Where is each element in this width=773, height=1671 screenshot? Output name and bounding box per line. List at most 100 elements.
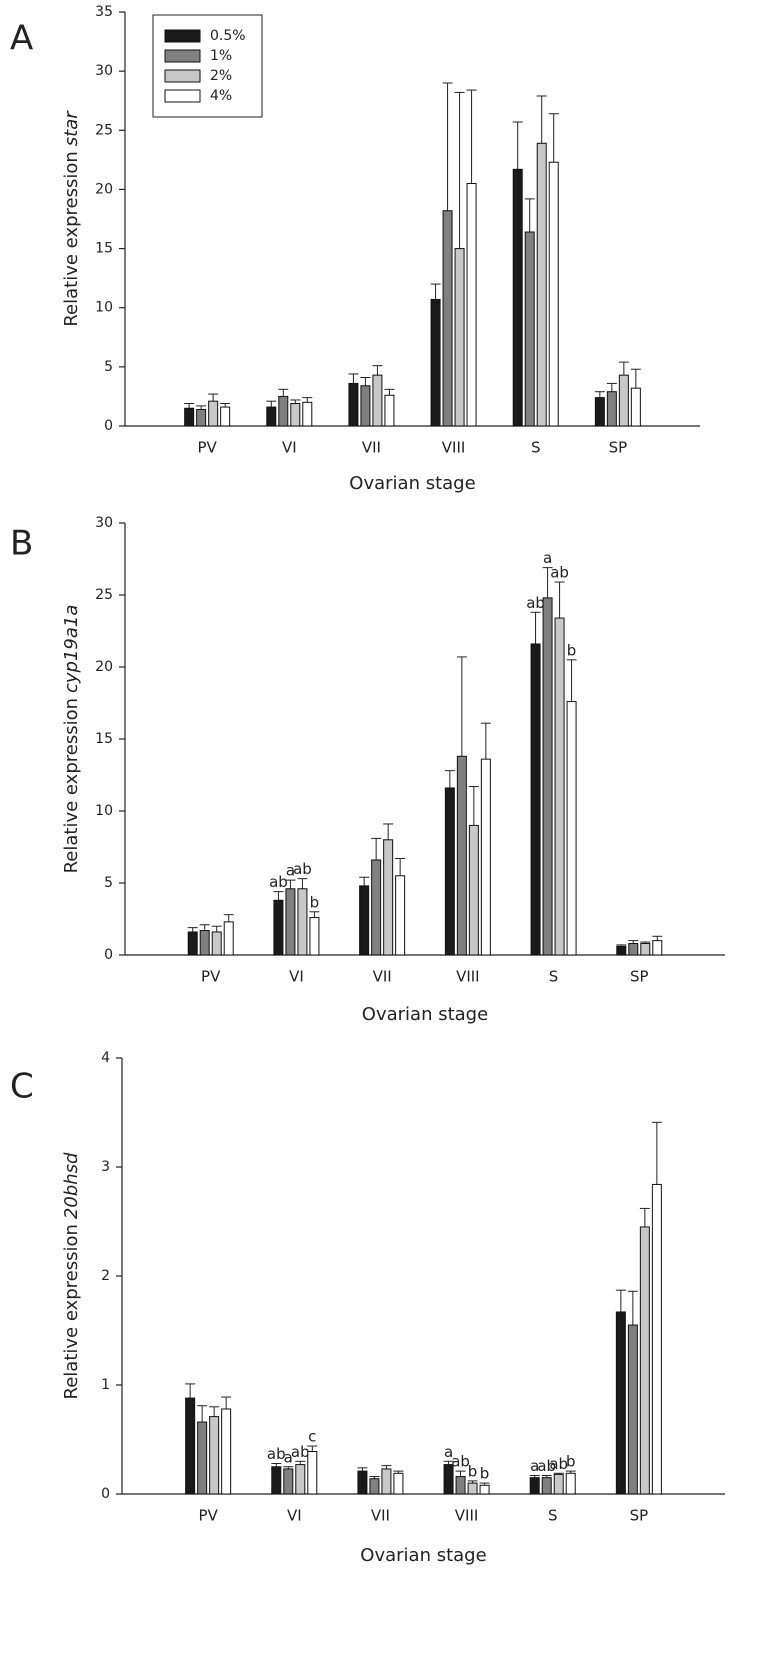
legend-label: 0.5%	[210, 28, 246, 44]
bar	[196, 408, 207, 427]
x-tick-label: SP	[630, 1507, 649, 1525]
significance-letter: a	[530, 1457, 539, 1475]
bar	[285, 888, 296, 956]
bar	[383, 839, 394, 956]
bar	[480, 758, 491, 956]
bar	[220, 406, 231, 427]
significance-letter: a	[543, 549, 552, 567]
legend-label: 4%	[210, 88, 232, 104]
bar	[359, 885, 370, 956]
bar	[187, 931, 198, 956]
legend-swatch	[164, 49, 201, 63]
bar	[430, 298, 441, 427]
bar	[199, 930, 210, 956]
x-axis-label: Ovarian stage	[349, 473, 475, 494]
x-tick-label: SP	[630, 968, 649, 986]
significance-letter: ab	[550, 564, 569, 582]
bar	[548, 161, 559, 427]
bar	[369, 1478, 380, 1495]
significance-letter: ab	[526, 594, 545, 612]
bar	[309, 917, 320, 956]
x-tick-label: PV	[201, 968, 221, 986]
bar	[381, 1468, 392, 1495]
bar	[266, 406, 277, 427]
bar	[197, 1421, 208, 1495]
bar	[566, 701, 577, 956]
y-tick-label: 0	[101, 1486, 110, 1502]
significance-letter: ab	[269, 873, 288, 891]
bar	[639, 1226, 650, 1495]
bar	[283, 1468, 294, 1495]
bar	[211, 931, 222, 956]
y-axis-label: Relative expression cyp19a1a	[61, 605, 82, 874]
x-tick-label: S	[531, 439, 541, 457]
y-tick-label: 35	[95, 4, 113, 20]
x-tick-label: VII	[371, 1507, 390, 1525]
y-tick-label: 15	[95, 241, 113, 257]
significance-letter: c	[308, 1428, 316, 1446]
legend-swatch	[164, 69, 201, 83]
significance-letter: b	[567, 641, 577, 659]
significance-letter: ab	[293, 860, 312, 878]
bar	[594, 397, 605, 427]
significance-letter: ab	[267, 1445, 286, 1463]
x-tick-label: VI	[282, 439, 297, 457]
x-axis-label: Ovarian stage	[360, 1545, 486, 1566]
panel-label: B	[10, 524, 33, 564]
y-tick-label: 5	[104, 875, 113, 891]
x-tick-label: VIII	[455, 1507, 479, 1525]
bar	[384, 394, 395, 427]
bar	[221, 1408, 232, 1495]
significance-letter: b	[566, 1453, 576, 1471]
y-axis-label: Relative expression star	[61, 110, 82, 327]
x-tick-label: VII	[362, 439, 381, 457]
bar	[372, 374, 383, 427]
x-tick-label: VI	[287, 1507, 302, 1525]
y-tick-label: 20	[95, 181, 113, 197]
y-tick-label: 10	[95, 300, 113, 316]
bar	[307, 1450, 318, 1495]
y-tick-label: 10	[95, 803, 113, 819]
panel-label: C	[10, 1067, 34, 1107]
significance-letter: a	[444, 1443, 453, 1461]
bar	[371, 859, 382, 956]
significance-letter: ab	[291, 1443, 310, 1461]
legend-label: 1%	[210, 48, 232, 64]
y-label-text: Relative expression	[61, 698, 82, 873]
bar	[542, 597, 553, 956]
bar	[618, 374, 629, 427]
bar	[651, 1183, 662, 1495]
bar	[640, 942, 651, 956]
y-tick-label: 20	[95, 659, 113, 675]
bar	[553, 1473, 564, 1495]
significance-letter: a	[286, 862, 295, 880]
y-label-gene: star	[61, 110, 82, 146]
x-tick-label: VIII	[456, 968, 480, 986]
bar	[630, 387, 641, 427]
x-tick-label: PV	[198, 1507, 218, 1525]
bar	[479, 1484, 490, 1495]
bar	[628, 942, 639, 956]
bar	[565, 1472, 576, 1495]
bar	[393, 1472, 404, 1495]
bar	[271, 1466, 282, 1495]
bar	[541, 1477, 552, 1495]
y-tick-label: 2	[101, 1268, 110, 1284]
bar	[606, 391, 617, 427]
y-tick-label: 4	[101, 1050, 110, 1066]
x-axis-label: Ovarian stage	[362, 1004, 488, 1025]
bar	[209, 1416, 220, 1495]
bar	[297, 888, 308, 956]
bar	[278, 395, 289, 427]
bar	[295, 1464, 306, 1495]
bar	[456, 755, 467, 956]
bar	[444, 787, 455, 956]
bar	[455, 1476, 466, 1495]
bar	[357, 1470, 368, 1495]
x-tick-label: VI	[289, 968, 304, 986]
legend-swatch	[164, 89, 201, 103]
y-tick-label: 1	[101, 1377, 110, 1393]
x-tick-label: S	[549, 968, 559, 986]
